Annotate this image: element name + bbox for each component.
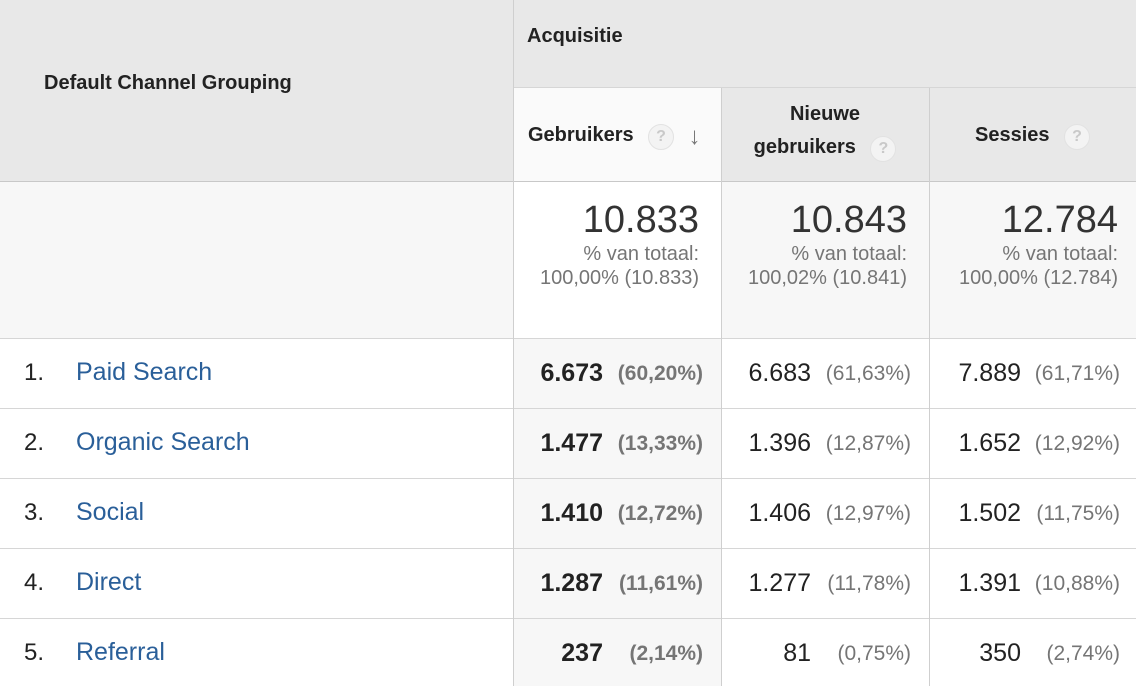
sessions-value: 7.889 — [958, 359, 1021, 387]
total-col1-line2: 100,00% (10.833) — [539, 267, 699, 289]
users-value: 1.477 — [540, 429, 603, 457]
divider — [0, 338, 1136, 339]
divider — [929, 88, 930, 686]
users-value: 1.287 — [540, 569, 603, 597]
sessions-percent: (11,75%) — [1036, 502, 1120, 525]
col2-header-line1: Nieuwe — [789, 103, 861, 125]
new-users-percent: (11,78%) — [827, 572, 911, 595]
group-header: Acquisitie — [527, 25, 623, 47]
divider — [0, 618, 1136, 619]
divider — [0, 408, 1136, 409]
header-dimension-cell — [0, 0, 513, 181]
total-col2: 10.843 % van totaal: 100,02% (10.841) — [721, 199, 907, 290]
new-users-percent: (12,87%) — [825, 432, 911, 455]
new-users-value: 81 — [783, 639, 811, 667]
total-col3-line2: 100,00% (12.784) — [958, 267, 1118, 289]
total-col1-value: 10.833 — [582, 199, 699, 241]
row-number: 4. — [24, 569, 45, 596]
divider — [0, 181, 1136, 182]
users-percent: (2,14%) — [629, 642, 703, 665]
users-percent: (60,20%) — [617, 362, 703, 385]
total-col3-value: 12.784 — [1001, 199, 1118, 241]
divider — [513, 87, 1136, 88]
total-col1-line1: % van totaal: — [583, 243, 699, 265]
sessions-value: 350 — [979, 639, 1021, 667]
divider — [513, 0, 514, 686]
channel-link[interactable]: Organic Search — [76, 428, 250, 456]
col2-header[interactable]: Nieuwe gebruikers ? — [721, 102, 929, 162]
dimension-header[interactable]: Default Channel Grouping — [44, 72, 292, 94]
divider — [721, 88, 722, 686]
new-users-value: 1.277 — [748, 569, 811, 597]
new-users-value: 6.683 — [748, 359, 811, 387]
users-percent: (12,72%) — [617, 502, 703, 525]
new-users-percent: (12,97%) — [825, 502, 911, 525]
col3-header[interactable]: Sessies ? — [929, 124, 1136, 150]
row-number: 2. — [24, 429, 45, 456]
header-col3-cell — [929, 88, 1136, 181]
total-col3: 12.784 % van totaal: 100,00% (12.784) — [929, 199, 1118, 290]
sessions-value: 1.502 — [958, 499, 1021, 527]
sessions-percent: (12,92%) — [1034, 432, 1120, 455]
row-number: 5. — [24, 639, 45, 666]
users-value: 1.410 — [540, 499, 603, 527]
header-group-cell — [513, 0, 1136, 88]
divider — [0, 478, 1136, 479]
header-col2-cell — [721, 88, 929, 181]
sessions-value: 1.391 — [958, 569, 1021, 597]
channel-link[interactable]: Direct — [76, 568, 142, 596]
new-users-percent: (61,63%) — [825, 362, 911, 385]
sessions-value: 1.652 — [958, 429, 1021, 457]
users-value: 6.673 — [540, 359, 603, 387]
row-number: 3. — [24, 499, 45, 526]
new-users-value: 1.396 — [748, 429, 811, 457]
help-icon[interactable]: ? — [870, 136, 897, 162]
users-percent: (13,33%) — [617, 432, 703, 455]
total-col2-line2: 100,02% (10.841) — [747, 267, 907, 289]
header-col1-cell[interactable] — [513, 88, 721, 181]
channel-link[interactable]: Social — [76, 498, 145, 526]
row-number: 1. — [24, 359, 45, 386]
total-col2-line1: % van totaal: — [791, 243, 907, 265]
users-percent: (11,61%) — [618, 572, 703, 595]
help-icon[interactable]: ? — [648, 124, 675, 150]
totals-col1-bg — [513, 181, 721, 338]
sessions-percent: (61,71%) — [1034, 362, 1120, 385]
sort-desc-icon[interactable]: ↓ — [688, 123, 701, 150]
sessions-percent: (10,88%) — [1034, 572, 1120, 595]
sessions-percent: (2,74%) — [1046, 642, 1120, 665]
new-users-percent: (0,75%) — [837, 642, 911, 665]
help-icon[interactable]: ? — [1063, 124, 1090, 150]
sorted-column-bg — [513, 338, 721, 686]
users-value: 237 — [561, 639, 603, 667]
divider — [0, 548, 1136, 549]
total-col1: 10.833 % van totaal: 100,00% (10.833) — [513, 199, 699, 290]
total-col3-line1: % van totaal: — [1002, 243, 1118, 265]
total-col2-value: 10.843 — [790, 199, 907, 241]
col1-header[interactable]: Gebruikers ? ↓ — [528, 123, 718, 151]
new-users-value: 1.406 — [748, 499, 811, 527]
col2-header-line2: gebruikers — [753, 136, 856, 159]
col3-header-label: Sessies — [975, 124, 1050, 147]
channel-link[interactable]: Paid Search — [76, 358, 213, 386]
channel-link[interactable]: Referral — [76, 638, 165, 666]
col1-header-label: Gebruikers — [528, 124, 634, 147]
